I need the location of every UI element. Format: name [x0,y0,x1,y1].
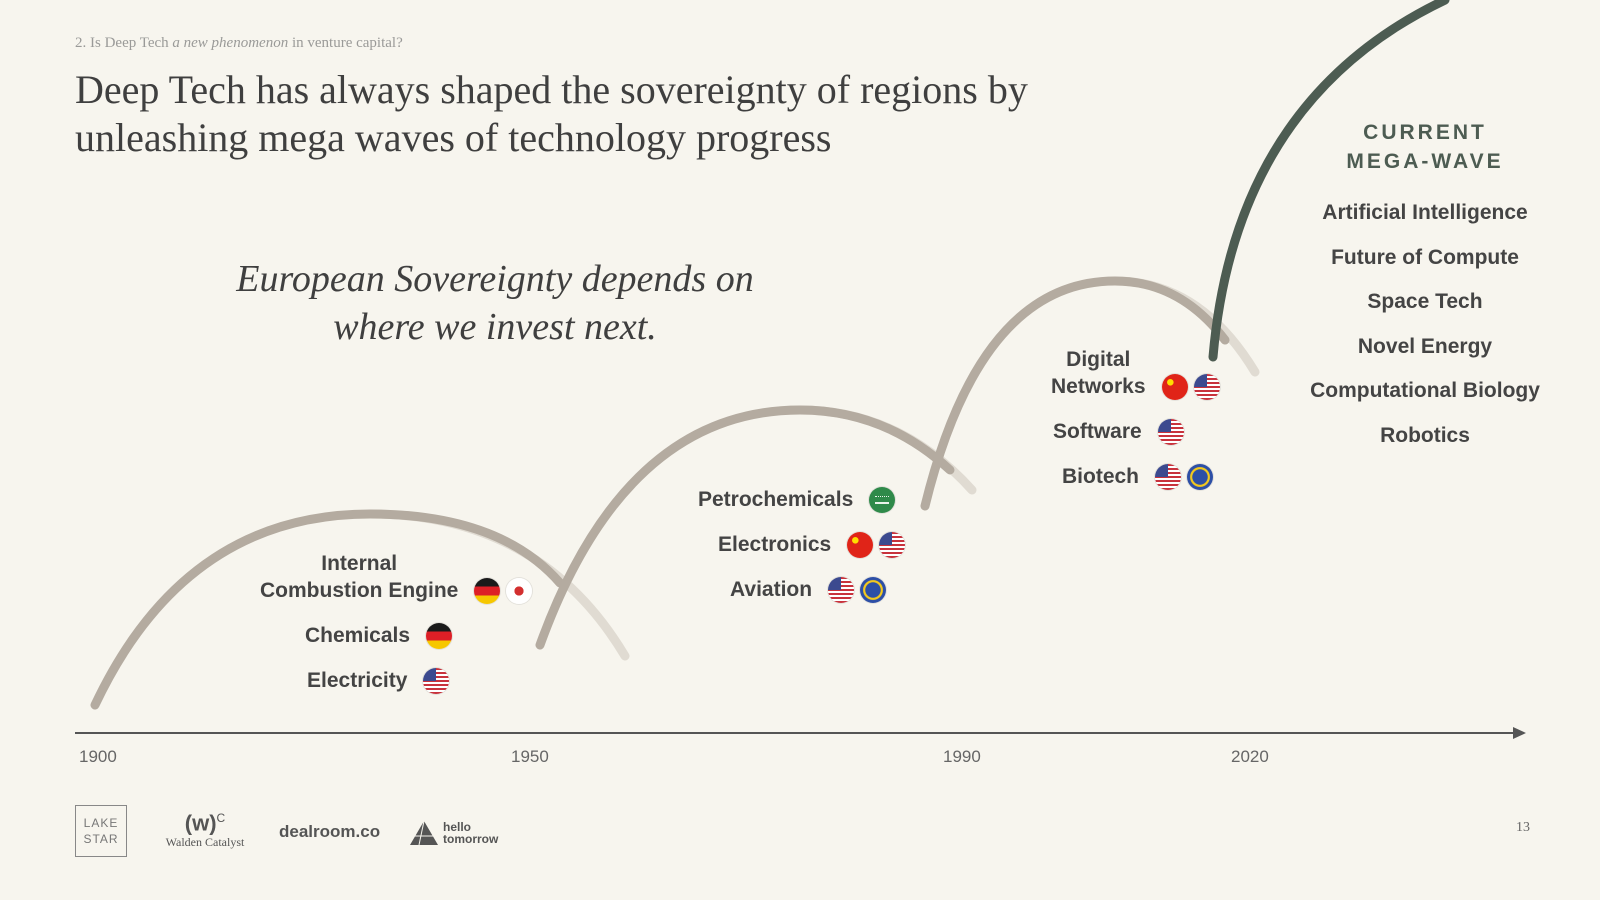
usa-flag-icon [423,667,450,694]
china-flag-icon [847,531,874,558]
dealroom-logo: dealroom.co [279,822,381,841]
axis-label-2020: 2020 [1231,747,1269,766]
saudi-arabia-flag-icon [869,486,896,513]
tech-biotech: Biotech [1062,463,1214,490]
tech-internal-combustion-engine: Internal Combustion Engine [260,550,533,604]
quote-line-1: European Sovereignty depends on [236,258,754,300]
tech-digital-networks: Digital Networks [1051,346,1220,400]
tech-petrochemicals: Petrochemicals [698,486,896,513]
japan-flag-icon [506,578,533,604]
tech-electronics: Electronics [718,531,906,558]
wave-arc-1 [90,509,565,710]
usa-flag-icon [1155,463,1182,490]
list-item: Novel Energy [1357,334,1493,358]
wave-arc-2 [535,405,955,650]
axis-label-1900: 1900 [79,747,117,766]
kicker-suffix: in venture capital? [291,35,403,51]
page-number: 13 [1516,820,1530,835]
tech-aviation: Aviation [730,576,887,603]
section-kicker: 2. Is Deep Tech a new phenomenon in vent… [75,35,403,52]
current-wave-heading: CURRENT MEGA-WAVE [1346,121,1504,173]
current-wave-arc [1208,0,1450,362]
list-item: Space Tech [1367,290,1483,314]
kicker-prefix: 2. Is Deep Tech [75,35,169,51]
kicker-emphasis: a new phenomenon [172,35,289,51]
list-item: Artificial Intelligence [1322,201,1528,224]
usa-flag-icon [1193,374,1220,400]
wave-arc-2-fade [795,405,977,495]
walden-catalyst-logo: (w)C Walden Catalyst [165,810,245,850]
axis-label-1990: 1990 [943,747,981,766]
page-title: Deep Tech has always shaped the sovereig… [75,67,1028,160]
germany-flag-icon [474,578,501,604]
current-wave-list: Artificial Intelligence Future of Comput… [1270,198,1580,466]
eu-flag-icon [860,576,887,603]
tech-electricity: Electricity [307,667,450,694]
tech-software: Software [1053,418,1184,445]
list-item: Computational Biology [1310,379,1540,403]
sovereignty-quote: European Sovereignty depends on where we… [150,255,840,351]
tech-label: Internal Combustion Engine [260,552,459,602]
hello-tomorrow-icon [410,820,438,846]
china-flag-icon [1161,374,1188,400]
wave-arc-3 [920,276,1230,511]
list-item: Robotics [1380,423,1470,447]
axis-label-1950: 1950 [511,747,549,766]
germany-flag-icon [426,622,453,649]
list-item: Future of Compute [1331,245,1519,269]
usa-flag-icon [1157,418,1184,445]
timeline-arrow-icon [1513,727,1526,739]
usa-flag-icon [828,576,855,603]
tech-label: Digital Networks [1051,348,1146,398]
usa-flag-icon [879,531,906,558]
hello-tomorrow-logo: hello tomorrow [409,820,498,846]
tech-chemicals: Chemicals [305,622,453,649]
eu-flag-icon [1187,463,1214,490]
quote-line-2: where we invest next. [333,306,657,348]
lake-star-logo: LAKE STAR [75,805,127,857]
